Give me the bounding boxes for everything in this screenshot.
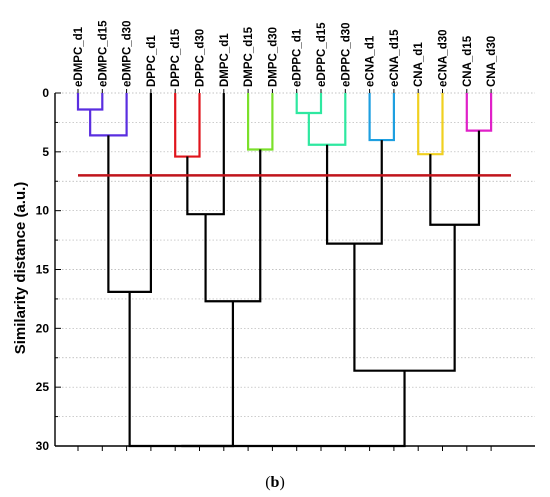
grid-lines [55, 92, 535, 447]
y-tick-label: 20 [36, 321, 50, 335]
leaf-label: eCNA_d15 [389, 29, 401, 87]
branch-m7 [295, 93, 323, 115]
branch-m6 [204, 149, 262, 303]
caption-open-paren: ( [265, 474, 270, 491]
y-tick-label: 15 [36, 263, 50, 277]
branch-m5 [247, 93, 274, 151]
leaf-label: eDPPC_d15 [316, 22, 328, 87]
branch-m2 [107, 93, 152, 293]
leaf-label: DPPC_d1 [146, 35, 158, 87]
y-tick-label: 10 [36, 204, 50, 218]
leaf-label: DPPC_d30 [195, 29, 207, 87]
leaf-labels: eDMPC_d1 eDMPC_d15 eDMPC_d30 DPPC_d1 DPPC_d1… [73, 20, 498, 87]
leaf-label: eCNA_d30 [438, 29, 450, 87]
caption-letter: b [271, 474, 280, 491]
leaf-label: eCNA_d1 [365, 35, 377, 87]
branch-m9 [368, 93, 395, 142]
leaf-label: eDPPC_d30 [340, 22, 352, 87]
branch-m8 [307, 93, 347, 146]
y-tick-label: 0 [42, 86, 49, 100]
leaf-label: eDMPC_d15 [97, 20, 109, 87]
branch-m16 [181, 370, 406, 448]
branch-m0 [76, 93, 104, 111]
leaf-label: DMPC_d30 [267, 27, 279, 87]
axes: 0 5 10 15 20 25 30 [36, 86, 535, 453]
y-tick-label: 5 [42, 145, 49, 159]
leaf-label: DPPC_d15 [170, 28, 182, 87]
branch-m4 [186, 93, 225, 216]
leaf-label: DMPC_d15 [243, 26, 255, 87]
leaf-label: CNA_d30 [486, 36, 498, 87]
leaf-label: eDMPC_d30 [122, 21, 134, 87]
y-tick-label: 25 [36, 380, 50, 394]
branch-m12 [465, 93, 493, 132]
leaf-label: eDMPC_d1 [73, 26, 85, 87]
caption-close-paren: ) [279, 474, 284, 491]
y-tick-label: 30 [36, 439, 50, 453]
branch-m15 [128, 291, 235, 448]
y-axis-label: Similarity distance (a.u.) [12, 182, 29, 355]
leaf-label: CNA_d15 [462, 35, 474, 87]
leaf-label: CNA_d1 [413, 42, 425, 87]
dendrogram-branches [76, 93, 493, 448]
branch-m14 [353, 224, 456, 372]
figure-caption: (b) [265, 474, 285, 491]
branch-m10 [325, 140, 383, 245]
leaf-label: eDPPC_d1 [292, 28, 304, 87]
branch-m3 [174, 93, 201, 158]
branch-m1 [89, 93, 128, 137]
branch-m11 [417, 93, 444, 156]
leaf-label: DMPC_d1 [219, 33, 231, 87]
